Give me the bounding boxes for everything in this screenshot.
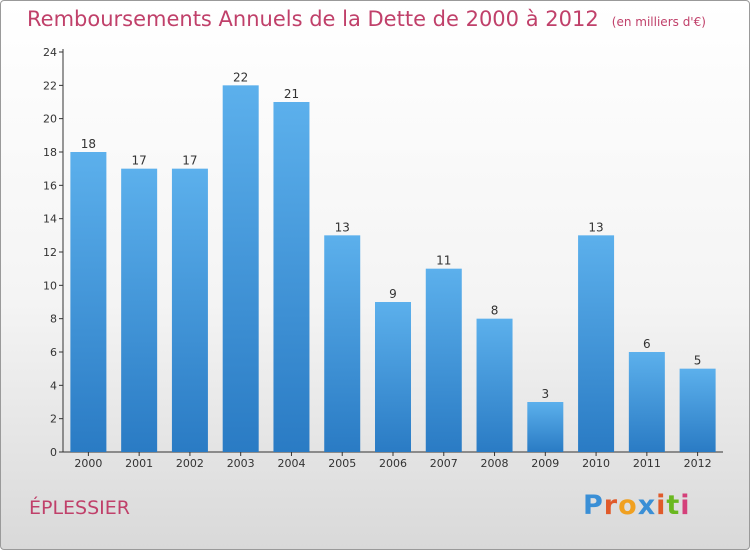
bar bbox=[375, 302, 411, 452]
y-tick-label: 14 bbox=[43, 213, 57, 226]
data-label: 5 bbox=[694, 354, 702, 368]
x-tick-label: 2008 bbox=[481, 457, 509, 470]
logo-letter: t bbox=[666, 490, 681, 521]
logo-letter: i bbox=[656, 490, 667, 521]
data-label: 6 bbox=[643, 337, 651, 351]
logo-letter: x bbox=[637, 490, 657, 521]
commune-name: ÉPLESSIER bbox=[29, 497, 130, 519]
y-tick-label: 6 bbox=[50, 346, 57, 359]
data-label: 18 bbox=[81, 137, 96, 151]
x-tick-label: 2011 bbox=[633, 457, 661, 470]
y-tick-label: 24 bbox=[43, 46, 57, 59]
data-label: 9 bbox=[389, 287, 397, 301]
data-label: 3 bbox=[541, 387, 549, 401]
bar bbox=[171, 168, 208, 452]
bar bbox=[324, 235, 361, 452]
x-tick-label: 2003 bbox=[227, 457, 255, 470]
x-tick-label: 2012 bbox=[684, 457, 712, 470]
chart-subtitle: (en milliers d'€) bbox=[611, 15, 706, 29]
bar bbox=[628, 352, 665, 452]
y-tick-label: 22 bbox=[43, 79, 57, 92]
data-label: 21 bbox=[284, 87, 299, 101]
logo-letter: P bbox=[583, 490, 604, 521]
bar bbox=[222, 85, 259, 452]
x-tick-label: 2010 bbox=[582, 457, 610, 470]
bar bbox=[578, 235, 615, 452]
bar bbox=[527, 402, 564, 452]
chart-title: Remboursements Annuels de la Dette de 20… bbox=[27, 7, 706, 31]
x-tick-label: 2004 bbox=[277, 457, 305, 470]
logo-letter: i bbox=[680, 490, 691, 521]
y-tick-label: 10 bbox=[43, 279, 57, 292]
data-label: 17 bbox=[182, 154, 197, 168]
data-label: 8 bbox=[491, 304, 499, 318]
data-label: 13 bbox=[335, 220, 350, 234]
chart-title-main: Remboursements Annuels de la Dette de 20… bbox=[27, 7, 599, 31]
logo-letter: o bbox=[618, 490, 638, 521]
bar bbox=[273, 102, 310, 452]
logo-letter: r bbox=[603, 490, 619, 521]
x-tick-label: 2007 bbox=[430, 457, 458, 470]
bar bbox=[679, 368, 716, 452]
x-tick-label: 2006 bbox=[379, 457, 407, 470]
x-tick-label: 2009 bbox=[531, 457, 559, 470]
data-label: 13 bbox=[588, 220, 603, 234]
y-tick-label: 18 bbox=[43, 146, 57, 159]
bar bbox=[476, 318, 513, 452]
bar bbox=[70, 152, 107, 452]
y-tick-label: 2 bbox=[50, 413, 57, 426]
y-tick-label: 4 bbox=[50, 379, 57, 392]
data-label: 17 bbox=[132, 154, 147, 168]
y-tick-label: 16 bbox=[43, 179, 57, 192]
y-tick-label: 12 bbox=[43, 246, 57, 259]
x-tick-label: 2005 bbox=[328, 457, 356, 470]
x-tick-label: 2002 bbox=[176, 457, 204, 470]
x-tick-label: 2000 bbox=[74, 457, 102, 470]
y-tick-label: 20 bbox=[43, 113, 57, 126]
bar bbox=[425, 268, 462, 452]
data-label: 11 bbox=[436, 254, 451, 268]
chart-bars bbox=[70, 85, 716, 452]
chart-data-labels: 18 17 17 22 21 13 9 11 8 3 13 6 5 bbox=[81, 70, 702, 401]
x-tick-label: 2001 bbox=[125, 457, 153, 470]
y-tick-label: 0 bbox=[50, 446, 57, 459]
bar bbox=[121, 168, 158, 452]
data-label: 22 bbox=[233, 70, 248, 84]
proxiti-logo[interactable]: Proxiti bbox=[583, 490, 691, 521]
y-tick-label: 8 bbox=[50, 313, 57, 326]
